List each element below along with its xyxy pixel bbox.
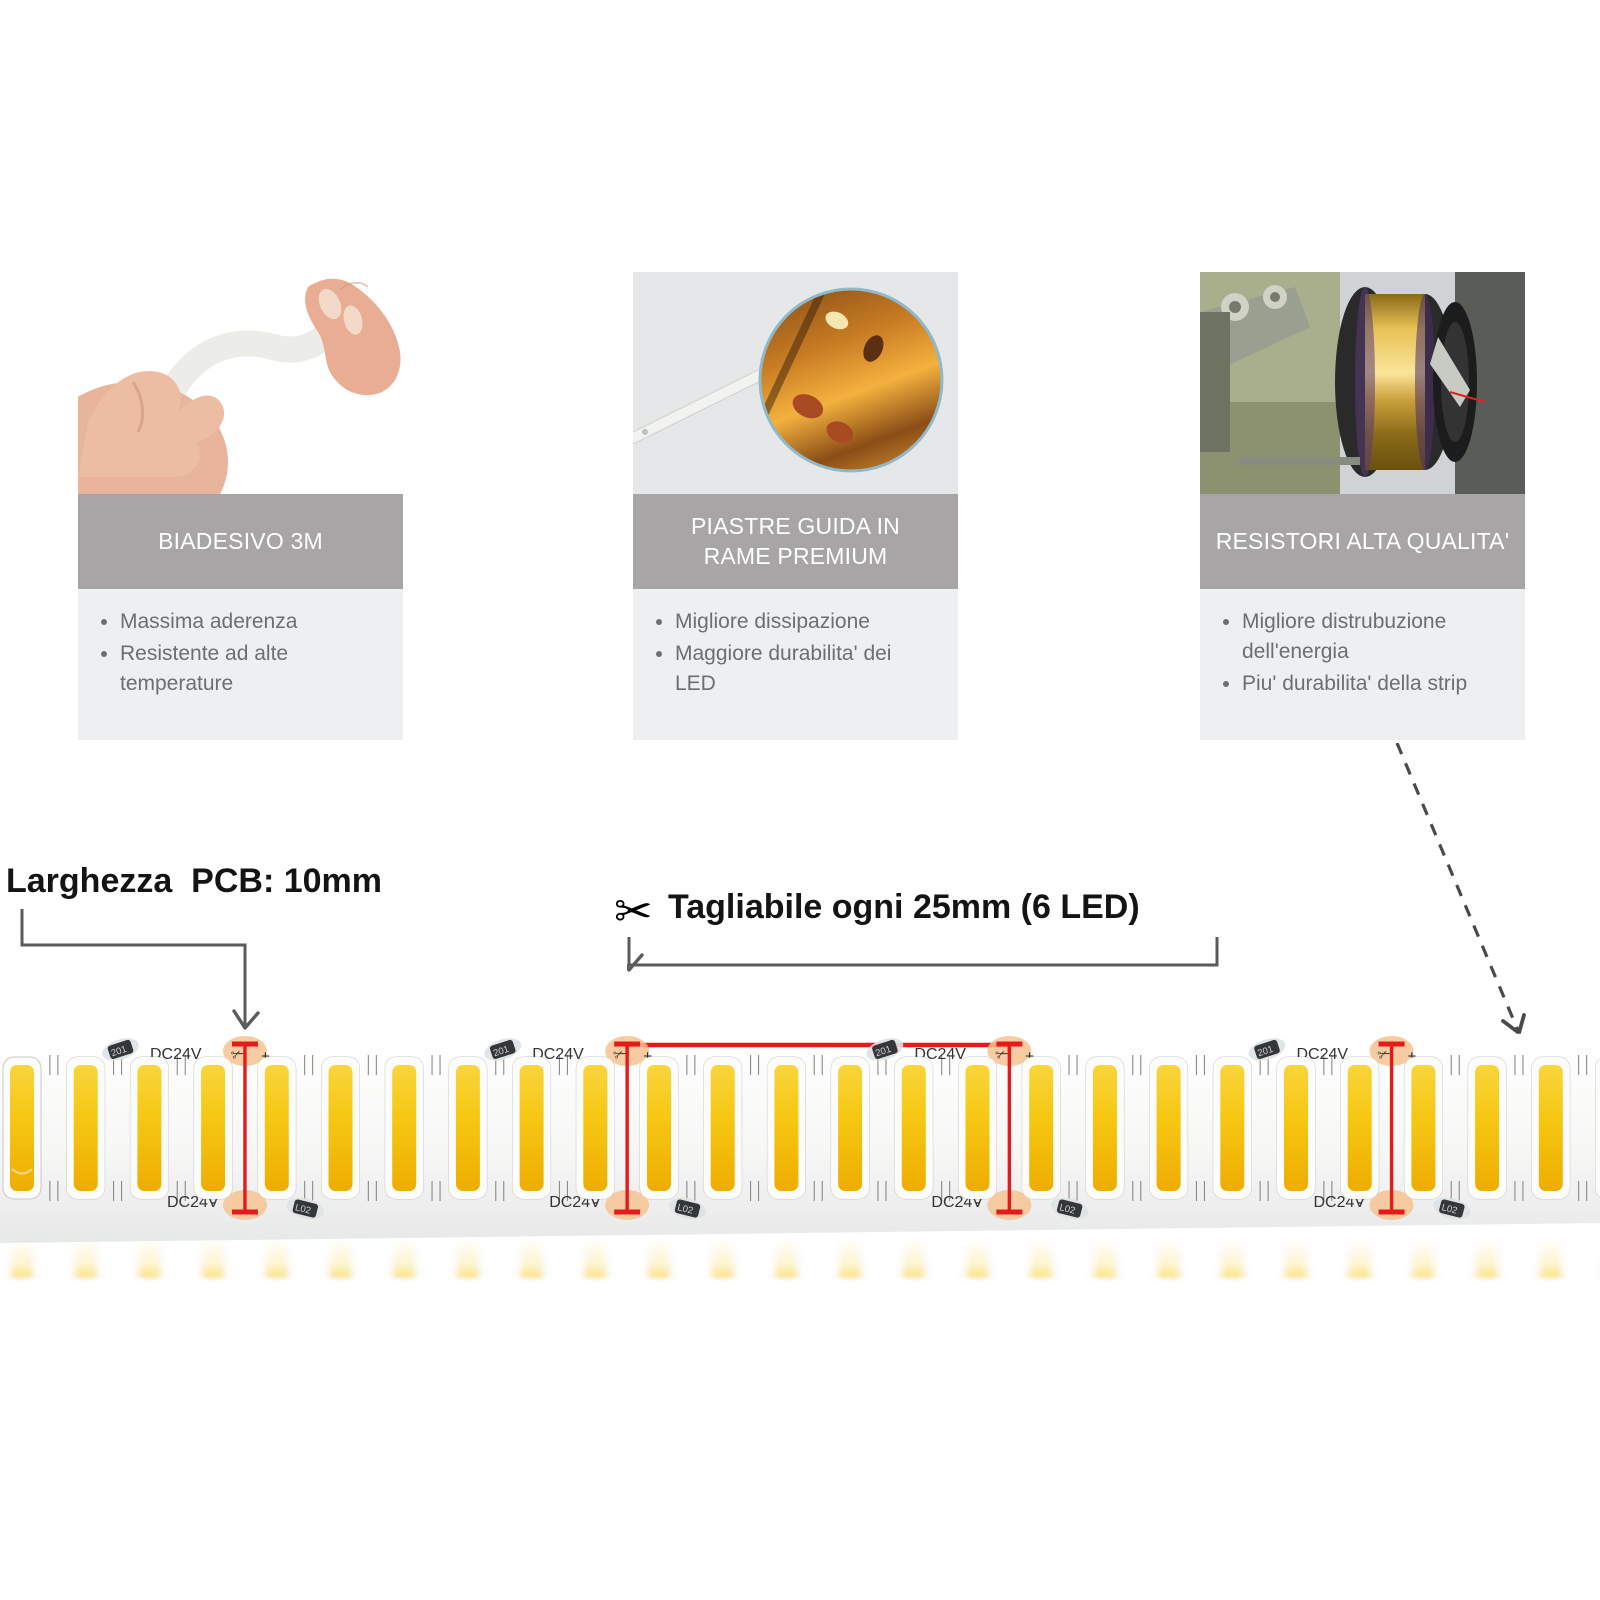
svg-text:✃: ✃ (1378, 1047, 1391, 1064)
svg-text:✃: ✃ (995, 1047, 1008, 1064)
svg-text:✃: ✃ (613, 1047, 626, 1064)
svg-text:✃: ✃ (231, 1047, 244, 1064)
